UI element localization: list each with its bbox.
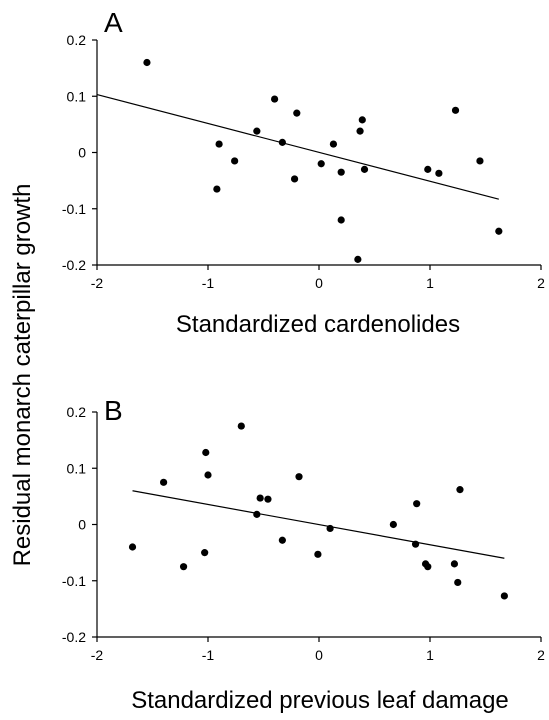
y-tick-label: -0.1 bbox=[62, 201, 86, 217]
x-tick-label: -2 bbox=[91, 647, 104, 663]
data-point bbox=[290, 175, 299, 183]
data-point bbox=[450, 560, 459, 568]
data-point bbox=[389, 520, 397, 529]
x-axis-label: Standardized previous leaf damage bbox=[131, 687, 509, 714]
data-point bbox=[278, 138, 286, 146]
trendline bbox=[132, 490, 505, 559]
data-point bbox=[329, 140, 338, 148]
data-point bbox=[253, 510, 261, 518]
y-axis-label: Residual monarch caterpillar growth bbox=[9, 184, 36, 567]
data-point bbox=[356, 127, 364, 135]
data-point bbox=[264, 495, 272, 503]
data-point bbox=[451, 106, 460, 114]
y-tick-label: 0.2 bbox=[67, 32, 87, 48]
data-point bbox=[128, 543, 137, 551]
data-point bbox=[454, 578, 462, 587]
x-tick-label: -1 bbox=[202, 275, 215, 291]
data-point bbox=[160, 478, 168, 486]
data-point bbox=[500, 592, 508, 600]
y-tick-label: 0.2 bbox=[67, 404, 87, 420]
data-point bbox=[278, 536, 286, 544]
x-tick-label: 1 bbox=[426, 647, 434, 663]
data-point bbox=[413, 500, 421, 508]
y-tick-label: 0.1 bbox=[67, 460, 87, 476]
x-tick-label: 0 bbox=[315, 647, 323, 663]
data-point bbox=[337, 168, 345, 176]
x-tick-label: 2 bbox=[537, 275, 545, 291]
data-point bbox=[256, 494, 264, 502]
y-tick-label: -0.1 bbox=[62, 573, 86, 589]
data-point bbox=[143, 58, 151, 67]
x-axis-label: Standardized cardenolides bbox=[176, 311, 460, 338]
data-point bbox=[326, 524, 334, 533]
data-point bbox=[495, 227, 503, 235]
panel-label: B bbox=[104, 395, 123, 426]
data-point bbox=[271, 95, 279, 103]
data-point bbox=[179, 563, 188, 571]
panel-b: -0.2 -0.1 0 0.1 0.2 -2 -1 0 1 2 B Standardized prev… bbox=[62, 395, 545, 714]
data-point bbox=[476, 157, 484, 165]
data-point bbox=[354, 255, 362, 263]
data-point bbox=[411, 540, 420, 548]
data-point bbox=[360, 165, 369, 173]
data-point bbox=[317, 160, 325, 168]
data-point bbox=[314, 550, 322, 558]
data-point bbox=[293, 109, 301, 117]
data-point bbox=[295, 473, 303, 481]
data-point bbox=[237, 422, 245, 430]
data-point bbox=[358, 116, 366, 124]
x-tick-label: 0 bbox=[315, 275, 323, 291]
panel-label: A bbox=[104, 7, 123, 38]
data-point bbox=[424, 563, 432, 571]
data-point bbox=[204, 471, 212, 479]
data-point bbox=[231, 157, 239, 165]
data-point bbox=[213, 185, 221, 193]
x-tick-label: 1 bbox=[426, 275, 434, 291]
y-tick-label: -0.2 bbox=[62, 629, 86, 645]
y-tick-label: -0.2 bbox=[62, 257, 86, 273]
data-point bbox=[253, 127, 261, 135]
data-point bbox=[215, 140, 223, 148]
data-point bbox=[424, 165, 432, 173]
data-point bbox=[202, 448, 210, 457]
data-point bbox=[435, 169, 443, 177]
x-tick-label: 2 bbox=[537, 647, 545, 663]
panels: -0.2 -0.1 0 0.1 0.2 -2 -1 0 1 2 A Standardized card… bbox=[62, 7, 545, 714]
data-point bbox=[201, 549, 209, 557]
x-tick-label: -2 bbox=[91, 275, 104, 291]
y-tick-label: 0.1 bbox=[67, 88, 87, 104]
trendline bbox=[96, 93, 499, 200]
y-tick-label: 0 bbox=[78, 517, 86, 533]
panel-a: -0.2 -0.1 0 0.1 0.2 -2 -1 0 1 2 A Standardized card… bbox=[62, 7, 545, 338]
data-point bbox=[456, 486, 464, 494]
data-point bbox=[337, 216, 345, 224]
y-tick-label: 0 bbox=[78, 145, 86, 161]
x-tick-label: -1 bbox=[202, 647, 215, 663]
